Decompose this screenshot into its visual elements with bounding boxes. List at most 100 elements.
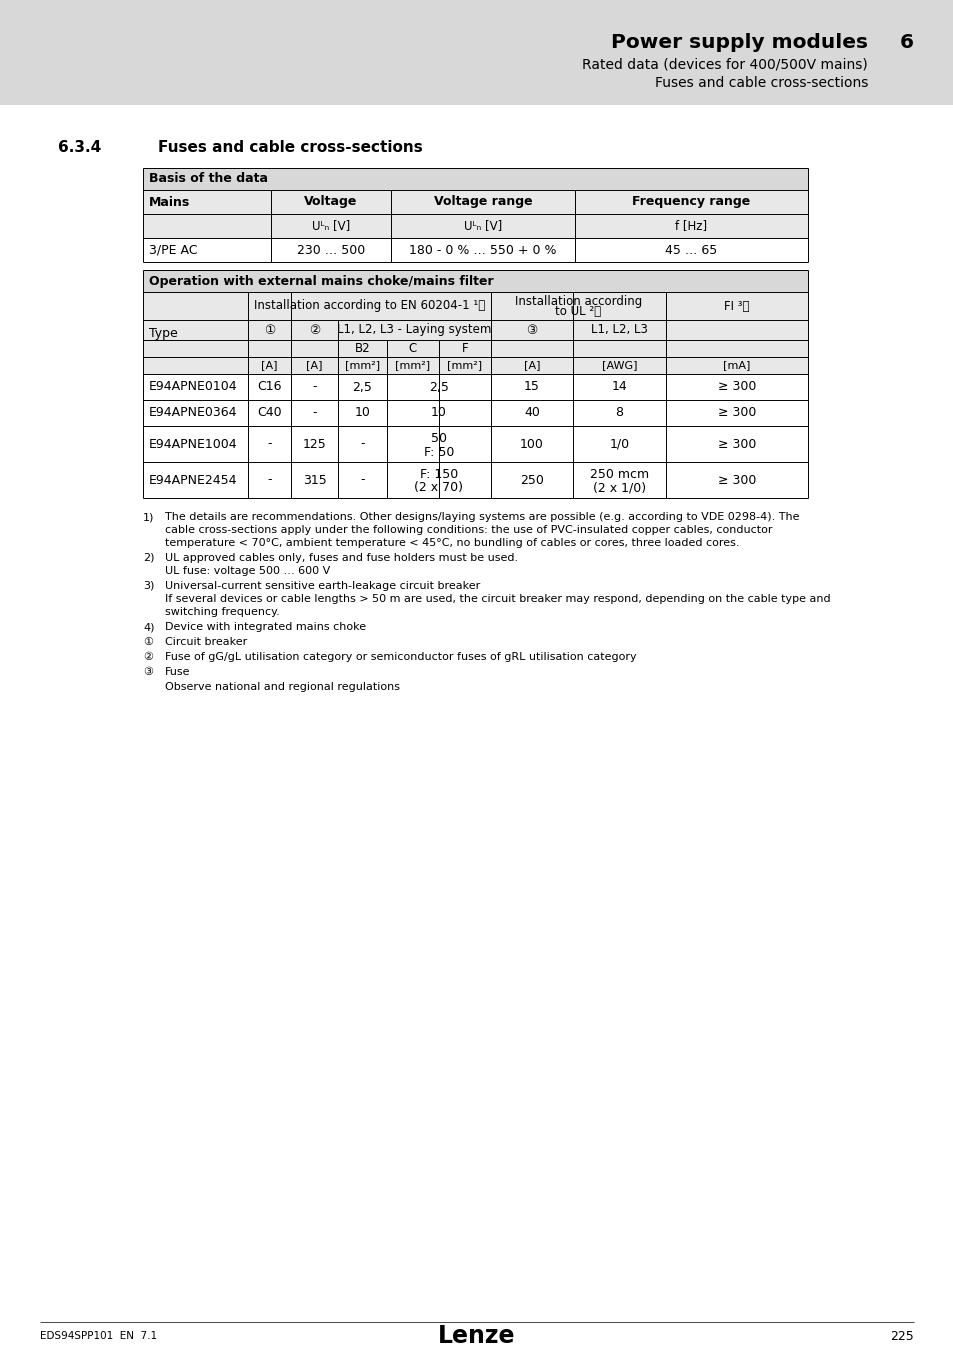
Text: C16: C16 [257, 381, 281, 393]
Text: UL fuse: voltage 500 … 600 V: UL fuse: voltage 500 … 600 V [165, 566, 330, 576]
Text: Lenze: Lenze [437, 1324, 516, 1349]
Text: Frequency range: Frequency range [632, 196, 750, 208]
Text: 50: 50 [431, 432, 447, 444]
Text: [mA]: [mA] [722, 360, 750, 370]
Text: 10: 10 [355, 406, 370, 420]
Text: Voltage: Voltage [304, 196, 357, 208]
Text: Voltage range: Voltage range [434, 196, 532, 208]
Text: ≥ 300: ≥ 300 [717, 437, 756, 451]
Bar [143, 167, 807, 190]
Text: Basis of the data: Basis of the data [149, 173, 268, 185]
Text: Mains: Mains [149, 196, 190, 208]
Bar [143, 374, 807, 400]
Text: 6.3.4: 6.3.4 [58, 140, 101, 155]
Text: to UL ²⦹: to UL ²⦹ [555, 305, 601, 319]
Bar [143, 215, 807, 238]
Text: 3): 3) [143, 580, 154, 591]
Text: F: 50: F: 50 [423, 446, 454, 459]
Text: 1): 1) [143, 512, 154, 522]
Text: 2): 2) [143, 554, 154, 563]
Text: Circuit breaker: Circuit breaker [165, 637, 247, 647]
Text: -: - [312, 381, 316, 393]
Text: E94APNE0364: E94APNE0364 [149, 406, 237, 420]
Text: Fuse: Fuse [165, 667, 191, 676]
Text: L1, L2, L3 - Laying system: L1, L2, L3 - Laying system [337, 324, 491, 336]
Text: The details are recommendations. Other designs/laying systems are possible (e.g.: The details are recommendations. Other d… [165, 512, 799, 522]
Text: Type: Type [149, 327, 177, 339]
Text: ③: ③ [526, 324, 537, 336]
Text: cable cross-sections apply under the following conditions: the use of PVC-insula: cable cross-sections apply under the fol… [165, 525, 772, 535]
Text: Universal-current sensitive earth-leakage circuit breaker: Universal-current sensitive earth-leakag… [165, 580, 479, 591]
Text: Fuses and cable cross-sections: Fuses and cable cross-sections [158, 140, 422, 155]
Text: (2 x 1/0): (2 x 1/0) [593, 482, 645, 494]
Text: [mm²]: [mm²] [395, 360, 430, 370]
Text: [A]: [A] [261, 360, 277, 370]
Text: Rated data (devices for 400/500V mains): Rated data (devices for 400/500V mains) [581, 58, 867, 72]
Text: C40: C40 [257, 406, 281, 420]
Text: ①: ① [143, 637, 152, 647]
Text: temperature < 70°C, ambient temperature < 45°C, no bundling of cables or cores, : temperature < 70°C, ambient temperature … [165, 539, 739, 548]
Text: 3/PE AC: 3/PE AC [149, 243, 197, 256]
Bar [143, 462, 807, 498]
Text: 250 mcm: 250 mcm [589, 467, 648, 481]
Text: (2 x 70): (2 x 70) [414, 482, 463, 494]
Text: F: 150: F: 150 [419, 467, 457, 481]
Text: 10: 10 [431, 406, 446, 420]
Text: -: - [267, 437, 272, 451]
Text: [AWG]: [AWG] [601, 360, 637, 370]
Text: 2,5: 2,5 [429, 381, 449, 393]
Text: C: C [409, 342, 416, 355]
Text: E94APNE1004: E94APNE1004 [149, 437, 237, 451]
Text: FI ³⦹: FI ³⦹ [723, 300, 749, 312]
Text: Uᴸₙ [V]: Uᴸₙ [V] [463, 220, 501, 232]
Text: Power supply modules: Power supply modules [610, 34, 867, 53]
Text: 1/0: 1/0 [609, 437, 629, 451]
Text: If several devices or cable lengths > 50 m are used, the circuit breaker may res: If several devices or cable lengths > 50… [165, 594, 830, 603]
Text: EDS94SPP101  EN  7.1: EDS94SPP101 EN 7.1 [40, 1331, 157, 1341]
Text: 15: 15 [523, 381, 539, 393]
Text: 45 … 65: 45 … 65 [664, 243, 717, 256]
Text: 8: 8 [615, 406, 623, 420]
Text: 6: 6 [899, 34, 913, 53]
Text: ≥ 300: ≥ 300 [717, 381, 756, 393]
Text: -: - [360, 437, 364, 451]
Text: Uᴸₙ [V]: Uᴸₙ [V] [312, 220, 350, 232]
Bar [143, 270, 807, 292]
Text: -: - [267, 474, 272, 486]
Text: 230 … 500: 230 … 500 [296, 243, 365, 256]
Text: f [Hz]: f [Hz] [675, 220, 707, 232]
Text: E94APNE0104: E94APNE0104 [149, 381, 237, 393]
Text: Fuse of gG/gL utilisation category or semiconductor fuses of gRL utilisation cat: Fuse of gG/gL utilisation category or se… [165, 652, 636, 662]
Text: 125: 125 [302, 437, 326, 451]
Text: [A]: [A] [523, 360, 539, 370]
Text: UL approved cables only, fuses and fuse holders must be used.: UL approved cables only, fuses and fuse … [165, 554, 517, 563]
Text: 250: 250 [519, 474, 543, 486]
Text: switching frequency.: switching frequency. [165, 608, 279, 617]
Bar [143, 400, 807, 427]
Bar [143, 427, 807, 462]
Text: L1, L2, L3: L1, L2, L3 [591, 324, 647, 336]
Text: 2,5: 2,5 [353, 381, 372, 393]
Text: Operation with external mains choke/mains filter: Operation with external mains choke/main… [149, 274, 493, 288]
Text: [A]: [A] [306, 360, 322, 370]
Text: -: - [312, 406, 316, 420]
Text: F: F [461, 342, 468, 355]
Bar [143, 238, 807, 262]
Text: ≥ 300: ≥ 300 [717, 474, 756, 486]
Text: Observe national and regional regulations: Observe national and regional regulation… [165, 682, 399, 693]
Text: Fuses and cable cross-sections: Fuses and cable cross-sections [654, 76, 867, 90]
Text: 225: 225 [889, 1330, 913, 1342]
Text: 100: 100 [519, 437, 543, 451]
Text: 315: 315 [302, 474, 326, 486]
Text: [mm²]: [mm²] [447, 360, 482, 370]
Text: Device with integrated mains choke: Device with integrated mains choke [165, 622, 366, 632]
Text: 4): 4) [143, 622, 154, 632]
Text: Installation according to EN 60204-1 ¹⦹: Installation according to EN 60204-1 ¹⦹ [253, 300, 485, 312]
Text: Installation according: Installation according [515, 296, 641, 308]
Bar [0, 0, 953, 105]
Text: -: - [360, 474, 364, 486]
Text: E94APNE2454: E94APNE2454 [149, 474, 237, 486]
Text: 40: 40 [523, 406, 539, 420]
Text: 14: 14 [611, 381, 627, 393]
Bar [143, 292, 807, 374]
